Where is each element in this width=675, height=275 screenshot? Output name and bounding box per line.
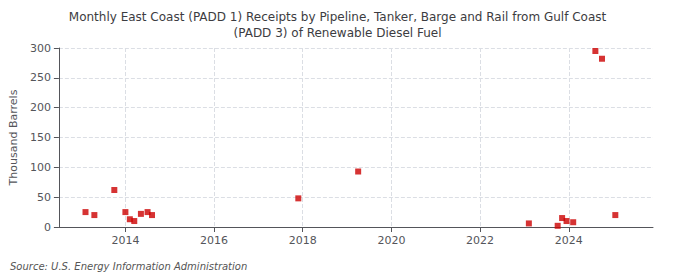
svg-text:50: 50 — [37, 191, 51, 204]
svg-text:2022: 2022 — [466, 234, 494, 247]
svg-text:100: 100 — [30, 161, 51, 174]
svg-text:150: 150 — [30, 131, 51, 144]
svg-text:(PADD 3) of Renewable Diesel F: (PADD 3) of Renewable Diesel Fuel — [234, 26, 442, 40]
svg-text:300: 300 — [30, 42, 51, 55]
svg-text:Source: U.S. Energy Informatio: Source: U.S. Energy Information Administ… — [10, 261, 247, 272]
svg-text:Monthly East Coast (PADD 1) Re: Monthly East Coast (PADD 1) Receipts by … — [69, 10, 607, 24]
svg-text:2020: 2020 — [377, 234, 405, 247]
svg-text:2014: 2014 — [111, 234, 139, 247]
svg-text:2016: 2016 — [200, 234, 228, 247]
svg-text:250: 250 — [30, 71, 51, 84]
svg-text:0: 0 — [44, 221, 51, 234]
svg-text:2024: 2024 — [555, 234, 583, 247]
svg-text:200: 200 — [30, 101, 51, 114]
svg-text:2018: 2018 — [289, 234, 317, 247]
svg-text:Thousand Barrels: Thousand Barrels — [7, 89, 20, 186]
